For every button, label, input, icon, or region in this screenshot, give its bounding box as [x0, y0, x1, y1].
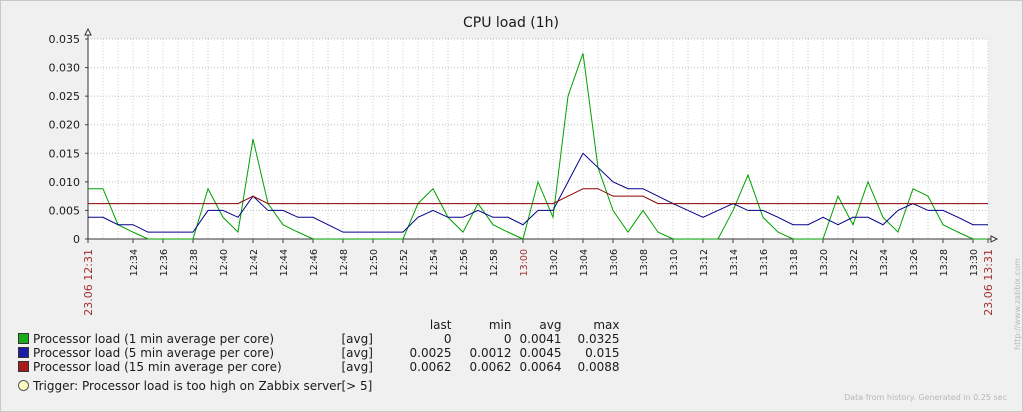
y-tick-label: 0.020: [49, 119, 81, 132]
legend-series-name: Processor load (15 min average per core): [33, 360, 282, 374]
footer-note: Data from history. Generated in 0.25 sec: [844, 393, 1007, 402]
legend-avg: 0.0045: [519, 346, 562, 360]
x-tick-label: 12:54: [429, 249, 440, 276]
x-tick-label: 12:58: [489, 249, 500, 276]
cpu-load-chart: CPU load (1h) 0 0.005 0.010 0.015 0.020 0.025 0…: [49, 15, 999, 316]
legend-row: Processor load (1 min average per core) …: [18, 332, 620, 346]
x-tick-label: 12:40: [219, 249, 230, 276]
x-tick-label: 12:44: [279, 249, 290, 276]
legend-max: 0.0088: [577, 360, 620, 374]
legend-agg: [avg]: [341, 332, 373, 346]
x-tick-label: 13:22: [849, 249, 860, 276]
y-axis-arrow: [84, 27, 92, 36]
legend-header-min: min: [488, 318, 512, 332]
y-tick-label: 0.030: [49, 62, 81, 75]
series-2-swatch: [18, 347, 29, 358]
x-tick-label: 13:24: [879, 249, 890, 276]
x-tick-label: 13:04: [579, 249, 590, 276]
legend-row: Processor load (5 min average per core) …: [18, 346, 620, 360]
x-tick-label: 12:46: [309, 249, 320, 276]
legend-max: 0.0325: [577, 332, 620, 346]
trigger-threshold: [> 5]: [341, 379, 373, 393]
x-tick-label: 13:30: [969, 249, 980, 276]
legend-min: 0: [503, 332, 512, 346]
legend-avg: 0.0041: [519, 332, 562, 346]
x-tick-label: 13:18: [789, 249, 800, 276]
legend-row: Processor load (15 min average per core)…: [18, 360, 620, 374]
legend-min: 0.0062: [469, 360, 512, 374]
y-tick-label: 0.025: [49, 90, 81, 103]
y-tick-label: 0.035: [49, 33, 81, 46]
legend-agg: [avg]: [341, 360, 373, 374]
x-tick-label: 12:52: [399, 249, 410, 276]
x-tick-label: 23.06 12:31: [82, 249, 95, 316]
legend-agg: [avg]: [341, 346, 373, 360]
x-tick-label: 12:34: [129, 249, 140, 276]
x-tick-label: 13:10: [669, 249, 680, 276]
x-tick-label: 12:48: [339, 249, 350, 276]
x-tick-label: 13:16: [759, 249, 770, 276]
x-tick-label: 13:26: [909, 249, 920, 276]
legend-table: last min avg max Processor load (1 min a…: [18, 318, 620, 393]
legend-max: 0.015: [585, 346, 620, 360]
legend-header-max: max: [593, 318, 620, 332]
x-tick-label: 13:14: [729, 249, 740, 276]
x-tick-label: 13:02: [549, 249, 560, 276]
side-note: http://www.zabbix.com: [1013, 258, 1022, 350]
x-tick-label: 12:56: [459, 249, 470, 276]
legend-last: 0.0062: [409, 360, 452, 374]
x-tick-label: 12:42: [249, 249, 260, 276]
y-tick-label: 0.010: [49, 176, 81, 189]
trigger-text: Trigger: Processor load is too high on Z…: [33, 379, 342, 393]
x-tick-label: 12:38: [189, 249, 200, 276]
x-tick-label: 12:50: [369, 249, 380, 276]
series-1-line: [88, 53, 988, 240]
y-tick-label: 0.015: [49, 147, 81, 160]
x-tick-label: 12:36: [159, 249, 170, 276]
x-tick-label: 23.06 13:31: [982, 249, 995, 316]
x-tick-label: 13:00: [519, 249, 530, 276]
series-2-line: [88, 152, 988, 233]
y-tick-label: 0.005: [49, 204, 81, 217]
y-tick-label: 0: [73, 233, 80, 246]
x-tick-label: 13:08: [639, 249, 650, 276]
x-tick-label: 13:20: [819, 249, 830, 276]
legend-last: 0: [443, 332, 452, 346]
trigger-row: Trigger: Processor load is too high on Z…: [18, 379, 620, 393]
legend-series-name: Processor load (5 min average per core): [33, 346, 275, 360]
series-3-swatch: [18, 361, 29, 372]
legend-header-last: last: [429, 318, 452, 332]
legend-series-name: Processor load (1 min average per core): [33, 332, 275, 346]
legend-min: 0.0012: [469, 346, 512, 360]
legend-header-avg: avg: [539, 318, 562, 332]
legend-avg: 0.0064: [519, 360, 562, 374]
legend-last: 0.0025: [409, 346, 452, 360]
trigger-icon: [18, 380, 29, 391]
x-axis-arrow: [990, 235, 999, 243]
series-1-swatch: [18, 333, 29, 344]
series-3-line: [88, 188, 988, 205]
x-tick-label: 13:12: [699, 249, 710, 276]
x-tick-label: 13:28: [939, 249, 950, 276]
chart-title: CPU load (1h): [463, 15, 559, 31]
x-tick-label: 13:06: [609, 249, 620, 276]
